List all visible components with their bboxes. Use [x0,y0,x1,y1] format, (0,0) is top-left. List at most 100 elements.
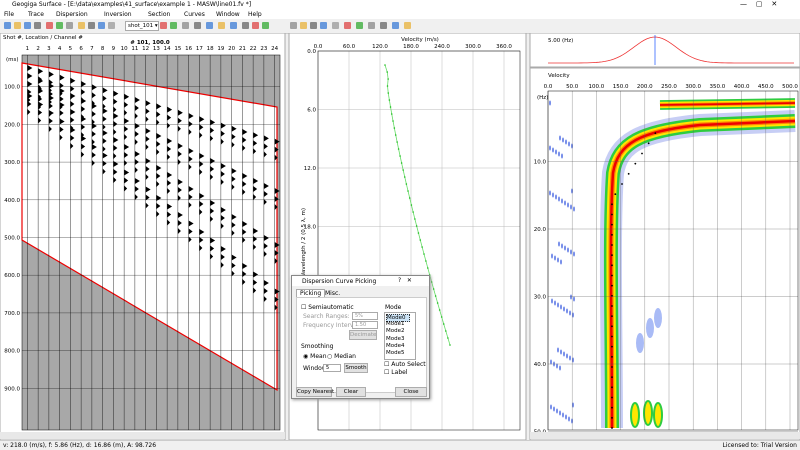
pick-dot [621,183,623,185]
x-tick: 120.0 [372,44,388,50]
auto-check[interactable]: ☐ Auto Select [384,361,426,368]
blue-blob [551,298,553,304]
shot-combo[interactable]: shot_101 ▾ [125,21,159,31]
tool-icon [320,22,327,29]
pick-dot [611,254,613,257]
dialog-controls[interactable]: ? ✕ [398,277,412,284]
pick-dot [611,294,613,297]
time-tick: 700.0 [4,311,20,317]
wiggle [102,87,108,175]
pick-point [442,323,445,325]
x-tick: 0.0 [314,44,323,50]
blue-blob [559,365,561,371]
clear-button[interactable]: Clear [336,387,366,397]
blue-blob [568,416,570,422]
blue-blob [563,306,565,312]
menu-item[interactable]: Inversion [104,11,132,18]
menu-item[interactable]: Section [148,11,171,18]
status-right: Licensed to: Trial Version [722,442,797,449]
menu-item[interactable]: Curves [184,11,205,18]
x-tick: 240.0 [434,44,450,50]
channel-label: 2 [36,46,40,52]
pick-dot [611,325,613,328]
wiggle [145,100,151,209]
tool-icon [290,22,297,29]
pick-dot [611,315,613,318]
blue-blob [568,141,570,147]
menu-item[interactable]: Trace [28,11,44,18]
search-input[interactable]: 5% [352,312,378,320]
x-tick: 400.0 [734,84,750,90]
menu-item[interactable]: Window [216,11,240,18]
dialog-titlebar: Dispersion Curve Picking ? ✕ [292,276,429,286]
smooth-button[interactable]: Smooth [344,363,368,373]
mean-radio[interactable]: ◉ Mean [303,353,327,360]
menu-item[interactable]: Help [248,11,262,18]
blue-blob [571,143,573,149]
low-blob [630,402,640,428]
tool-icon [300,22,307,29]
pick-dot [611,335,613,338]
semi-check[interactable]: ☐ Semiautomatic [301,304,354,311]
tab-misc[interactable]: Misc. [325,290,341,297]
tool-icon [88,22,95,29]
time-tick: 400.0 [4,198,20,204]
pick-point [396,141,398,143]
time-unit: (ms) [6,57,19,63]
freq-label: 5.00 (Hz) [548,38,573,44]
h-scroll [0,432,285,439]
low-blob [653,402,663,428]
label-check[interactable]: ☐ Label [384,369,408,376]
pick-point [419,239,422,241]
channel-label: 14 [164,46,171,52]
x-tick: 450.0 [758,84,774,90]
blue-blob [573,251,575,257]
tool-icon [108,22,115,29]
median-label: Median [334,353,356,360]
x-tick: 60.0 [343,44,356,50]
mode-list[interactable]: Mode0 Mode1 Mode2 Mode3 Mode4 Mode5 [384,312,416,360]
blue-blob [559,410,561,416]
blue-blob [557,347,559,353]
label-label: Label [391,369,408,376]
pick-point [421,246,423,248]
decimate-button[interactable]: Decimate [349,330,377,340]
close-button[interactable]: Close [395,387,427,397]
pick-dot [611,345,613,348]
blue-blob [566,308,568,314]
window-input[interactable]: 5 [323,364,341,372]
blue-blob [552,147,554,153]
copy-button[interactable]: Copy Nearest [296,387,335,397]
blue-blob [564,245,566,251]
mode-item: Mode5 [386,350,405,356]
pick-dot [634,162,637,165]
heatmap [549,98,796,429]
freq-input[interactable]: 1.50 [352,321,378,329]
pick-point [405,183,408,185]
tool-icon [230,22,237,29]
pick-dot [627,172,630,175]
pick-point [397,148,400,150]
wiggle [91,84,97,166]
channel-label: 13 [153,46,160,52]
menu-item[interactable]: File [4,11,15,18]
tool-icon [34,22,41,29]
pick-dot [647,142,650,145]
blue-blob [557,257,559,263]
toolbar-icons [4,22,411,29]
tool-icon [170,22,177,29]
energy-top [659,102,796,106]
blue-blob [560,304,562,310]
pick-point [388,99,391,101]
y-tick: 10.0 [534,160,547,166]
channel-label: 15 [174,46,181,52]
toolbar: shot_101 ▾ [0,19,800,34]
low-blob [643,400,653,426]
tool-icon [380,22,387,29]
blue-blob [562,412,564,418]
blue-blob [562,137,564,143]
median-radio[interactable]: ○ Median [327,353,356,360]
window-controls[interactable]: — ▢ ✕ [740,0,778,8]
blue-blob [563,351,565,357]
menu-item[interactable]: Dispersion [56,11,88,18]
